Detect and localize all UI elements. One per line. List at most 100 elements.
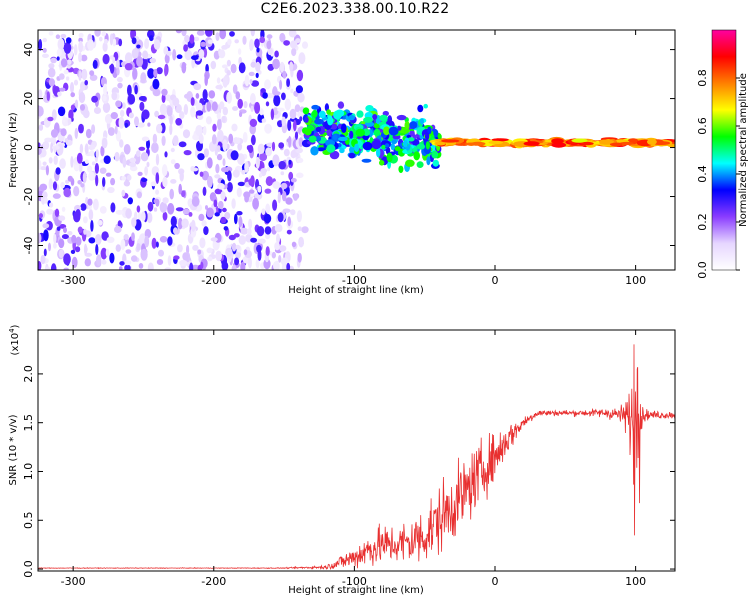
spectrogram-noise-cell [167,255,172,266]
spectrogram-noise-cell [56,48,62,57]
snr-x-tick-label: 0 [492,575,499,588]
spectrogram-x-tick-label: -200 [201,274,226,287]
spectrogram-noise-cell [139,101,145,111]
spectrogram-noise-cell [115,100,122,108]
spectrogram-noise-cell [155,241,159,248]
spectrogram-noise-cell [197,114,204,120]
spectrogram-noise-cell [114,151,120,162]
spectrogram-noise-cell [301,41,309,49]
spectrogram-signal-cell [317,147,326,152]
spectrogram-noise-cell [274,242,280,251]
spectrogram-noise-cell [206,247,213,254]
spectrogram-noise-cell [79,104,86,111]
spectrogram-noise-cell [235,251,242,259]
spectrogram-noise-cell [282,208,291,213]
spectrogram-noise-cell [159,103,168,116]
spectrogram-noise-cell [200,41,207,47]
spectrogram-noise-cell [45,165,50,176]
spectrogram-noise-cell [99,36,103,42]
spectrogram-noise-cell [183,150,192,156]
spectrogram-noise-cell [203,226,209,236]
spectrogram-signal-cell [407,137,415,142]
spectrogram-noise-cell [42,47,47,53]
spectrogram-noise-cell [154,110,160,118]
spectrogram-noise-cell [218,49,226,59]
spectrogram-noise-cell [210,60,217,70]
spectrogram-noise-cell [279,61,285,73]
spectrogram-noise-cell [254,101,261,114]
spectrogram-noise-cell [146,212,153,224]
spectrogram-noise-cell [206,207,214,218]
spectrogram-noise-cell [249,118,258,127]
spectrogram-noise-cell [47,67,56,78]
spectrogram-carrier-cell [523,141,540,146]
spectrogram-noise-cell [78,52,82,63]
spectrogram-noise-cell [251,134,256,146]
spectrogram-signal-cell [416,143,426,150]
spectrogram-noise-cell [162,197,169,204]
spectrogram-signal-cell [390,143,395,151]
spectrogram-signal-cell [311,104,320,110]
spectrogram-noise-cell [140,72,147,84]
spectrogram-signal-cell [379,160,385,166]
spectrogram-noise-cell [55,167,61,175]
spectrogram-noise-cell [52,193,61,199]
spectrogram-noise-cell [263,213,272,224]
spectrogram-signal-cell [314,118,324,125]
spectrogram-y-tick-label: -20 [22,188,35,206]
spectrogram-signal-cell [391,139,397,145]
spectrogram-noise-cell [264,123,272,134]
spectrogram-noise-cell [279,32,286,43]
spectrogram-noise-cell [85,128,92,139]
spectrogram-noise-cell [287,119,292,131]
spectrogram-noise-cell [137,122,145,128]
spectrogram-noise-cell [195,102,203,112]
spectrogram-noise-cell [71,234,77,244]
spectrogram-noise-cell [157,114,166,120]
colorbar-tick-label: 0.0 [696,261,709,279]
spectrogram-noise-cell [48,78,56,87]
spectrogram-noise-cell [212,134,217,145]
spectrogram-noise-cell [224,212,231,220]
spectrogram-noise-cell [48,242,51,252]
spectrogram-noise-cell [62,114,66,123]
spectrogram-noise-cell [70,156,74,168]
spectrogram-noise-cell [222,158,226,167]
spectrogram-signal-cell [412,139,420,146]
spectrogram-noise-cell [192,36,200,42]
spectrogram-noise-cell [220,216,227,224]
spectrogram-noise-cell [102,177,106,187]
spectrogram-noise-cell [262,92,268,99]
spectrogram-noise-cell [265,203,271,214]
spectrogram-signal-cell [383,126,390,136]
spectrogram-noise-cell [266,40,272,50]
spectrogram-signal-cell [403,139,408,148]
spectrogram-signal-cell [379,114,388,122]
spectrogram-signal-cell [416,128,423,134]
spectrogram-noise-cell [220,191,226,201]
spectrogram-noise-cell [103,155,111,164]
spectrogram-noise-cell [237,181,246,187]
spectrogram-noise-cell [49,202,54,208]
spectrogram-signal-cell [308,135,317,143]
spectrogram-noise-cell [217,118,222,131]
spectrogram-carrier-cell [551,138,564,144]
spectrogram-carrier-cell [435,141,446,146]
snr-plot: -300 -200 -100 0 100 0.0 0.5 1.0 1.5 2.0 Height … [8,324,676,596]
spectrogram-y-tick-label: -40 [22,237,35,255]
spectrogram-noise-cell [236,211,243,216]
spectrogram-noise-cell [38,232,42,244]
spectrogram-noise-cell [266,34,273,39]
spectrogram-noise-cell [249,79,253,84]
spectrogram-noise-cell [101,137,108,149]
spectrogram-noise-cell [88,209,94,221]
spectrogram-noise-cell [63,267,69,270]
spectrogram-noise-cell [208,90,216,99]
spectrogram-noise-cell [178,183,182,195]
spectrogram-noise-cell [131,217,137,228]
spectrogram-noise-cell [244,74,250,87]
spectrogram-noise-cell [164,151,168,158]
spectrogram-noise-cell [125,208,132,219]
spectrogram-signal-cell [409,130,415,136]
